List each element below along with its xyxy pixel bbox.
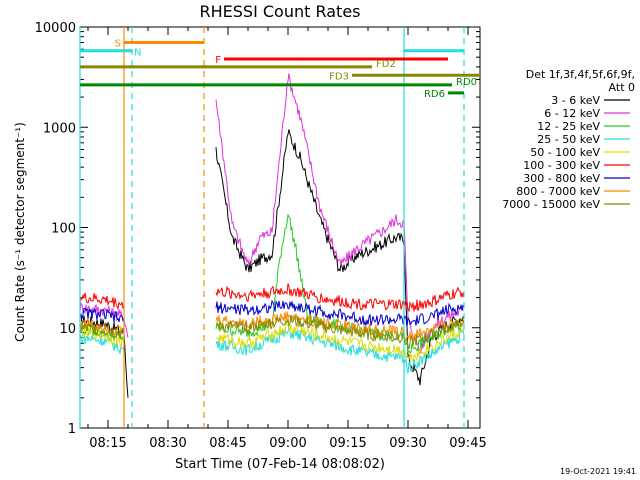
series-line xyxy=(215,314,465,350)
series-line xyxy=(79,307,125,323)
y-tick-label: 100 xyxy=(51,222,76,237)
y-tick-label: 1 xyxy=(68,422,76,437)
flag-label: FD2 xyxy=(376,59,396,70)
series-line xyxy=(79,292,125,311)
x-axis-label: Start Time (07-Feb-14 08:08:02) xyxy=(175,457,385,472)
flag-label: RD0 xyxy=(456,77,477,88)
plot-frame xyxy=(79,26,481,429)
legend-label: 6 - 12 keV xyxy=(544,107,600,120)
legend-label: 800 - 7000 keV xyxy=(516,185,600,198)
y-axis-label: Count Rate (s⁻¹ detector segment⁻¹) xyxy=(13,122,27,342)
series-line xyxy=(215,327,465,374)
series-line xyxy=(79,302,129,338)
legend-label: 25 - 50 keV xyxy=(537,133,600,146)
flag-label: N xyxy=(134,48,141,59)
flag-label: S xyxy=(115,39,121,50)
series-line xyxy=(215,214,465,354)
legend-att: Att 0 xyxy=(609,81,635,94)
flag-label: F xyxy=(215,55,221,66)
series-line xyxy=(215,73,465,354)
legend-label: 50 - 100 keV xyxy=(530,146,600,159)
series-line xyxy=(215,322,465,363)
legend-label: 300 - 800 keV xyxy=(523,172,600,185)
x-tick-label: 08:30 xyxy=(149,436,186,451)
series-line xyxy=(215,299,465,327)
x-tick-label: 09:45 xyxy=(449,436,486,451)
x-tick-label: 09:00 xyxy=(269,436,306,451)
y-tick-label: 10000 xyxy=(35,21,76,36)
legend-label: 12 - 25 keV xyxy=(537,120,600,133)
series-line xyxy=(215,311,465,342)
y-tick-label: 10 xyxy=(59,322,76,337)
series-line xyxy=(79,326,125,348)
legend-label: 3 - 6 keV xyxy=(551,94,600,107)
legend-label: 100 - 300 keV xyxy=(523,159,600,172)
x-tick-label: 08:45 xyxy=(209,436,246,451)
series-line xyxy=(79,322,125,339)
footer-date: 19-Oct-2021 19:41 xyxy=(560,467,636,476)
chart-title: RHESSI Count Rates xyxy=(200,2,361,21)
x-tick-label: 09:30 xyxy=(389,436,426,451)
x-tick-label: 09:15 xyxy=(329,436,366,451)
legend-header: Det 1f,3f,4f,5f,6f,9f, xyxy=(526,68,635,81)
x-tick-label: 08:15 xyxy=(89,436,126,451)
series-line xyxy=(215,283,465,313)
series-line xyxy=(79,319,125,336)
legend: Det 1f,3f,4f,5f,6f,9f, Att 0 3 - 6 keV6 … xyxy=(502,68,635,211)
legend-label: 7000 - 15000 keV xyxy=(502,198,600,211)
flag-label: FD3 xyxy=(329,71,349,82)
flag-label: RD6 xyxy=(424,89,445,100)
y-tick-label: 1000 xyxy=(43,121,76,136)
plot-area: 1 10 100 1000 10000 08:15 08:30 08:45 09:00 09:15… xyxy=(35,21,487,451)
series-line xyxy=(215,129,465,386)
